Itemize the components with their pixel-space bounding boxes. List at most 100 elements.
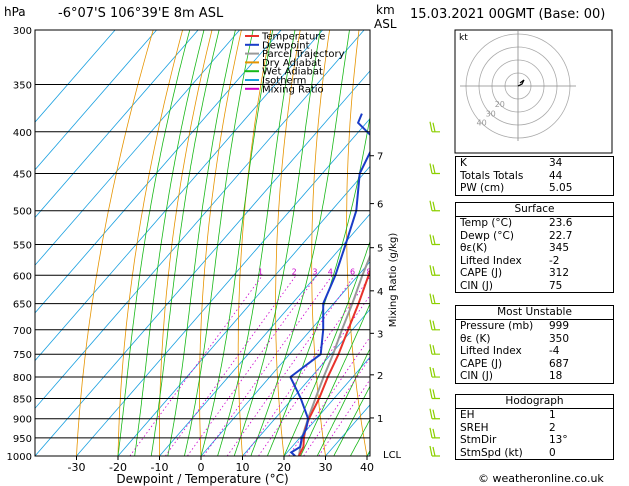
x-tick-label: 0 — [198, 461, 205, 474]
x-tick-label: -10 — [151, 461, 169, 474]
wind-barb — [429, 265, 440, 276]
mixing-ratio-label: 20 — [419, 267, 429, 276]
most-unstable-row: CAPE (J) 687 — [460, 357, 570, 370]
pressure-tick-label: 900 — [13, 415, 32, 426]
isotherm-line — [35, 30, 199, 219]
wet-adiabat-line — [134, 30, 205, 456]
mixing-ratio-line — [129, 275, 263, 456]
hodograph-frame — [454, 29, 613, 154]
index-row-k: K 34 — [460, 157, 563, 169]
copyright-text: © weatheronline.co.uk — [478, 472, 604, 485]
pressure-tick-label: 450 — [13, 169, 32, 180]
hodograph-ring-label: 20 — [495, 100, 505, 109]
isotherm-line — [200, 261, 370, 456]
wind-barb — [429, 445, 440, 457]
surface-title: Surface — [456, 203, 613, 217]
surface-row: CAPE (J) 312 — [460, 267, 570, 279]
wet-adiabat-line — [316, 347, 370, 456]
pressure-tick-label: 850 — [13, 394, 32, 405]
km-tick-label: 4 — [377, 287, 383, 298]
wind-barb — [429, 234, 440, 246]
pressure-tick-label: 700 — [13, 326, 32, 337]
x-tick-label: -20 — [109, 461, 127, 474]
legend-label: Isotherm — [262, 76, 306, 87]
wet-adiabat-line — [333, 385, 370, 456]
dry-adiabat-line — [117, 30, 183, 456]
wind-barb — [429, 293, 440, 305]
mixing-ratio-axis-title: Mixing Ratio (g/kg) — [388, 233, 399, 328]
dry-adiabat-line — [76, 30, 154, 456]
lcl-label: LCL — [383, 450, 402, 461]
hodograph-unit-label: kt — [459, 33, 468, 43]
hpa-axis-label: hPa — [4, 5, 26, 19]
index-row-totals: Totals Totals 44 — [460, 169, 563, 182]
surface-row: Lifted Index -2 — [460, 254, 560, 267]
pressure-tick-label: 1000 — [7, 452, 32, 463]
mixing-ratio-label: 2 — [292, 267, 297, 276]
hodograph-panel: Hodograph EH 1 SREH 2 StmDir 13° StmSpd (kt… — [455, 394, 614, 460]
km-tick-label: 6 — [377, 200, 383, 211]
mixing-ratio-label: 1 — [258, 267, 263, 276]
legend-label: Temperature — [261, 32, 325, 43]
pressure-tick-label: 500 — [13, 207, 32, 218]
legend-label: Mixing Ratio — [262, 84, 324, 95]
legend-label: Dewpoint — [262, 40, 310, 51]
x-axis-title: Dewpoint / Temperature (°C) — [116, 472, 288, 486]
mixing-ratio-label: 16 — [405, 267, 415, 276]
hodograph-row: StmDir 13° — [460, 434, 568, 446]
dry-adiabat-line — [159, 30, 213, 456]
isotherm-line — [242, 308, 370, 456]
wind-barb — [429, 344, 440, 355]
pressure-tick-label: 550 — [13, 240, 32, 251]
most-unstable-title: Most Unstable — [456, 306, 613, 320]
legend-label: Dry Adiabat — [262, 58, 321, 69]
isotherm-line — [35, 70, 370, 456]
surface-panel: Surface Temp (°C) 23.6 Dewp (°C) 22.7 θε(K… — [455, 202, 614, 293]
mixing-ratio-label: 6 — [350, 267, 355, 276]
hodograph-row: EH 1 — [460, 409, 556, 421]
x-tick-label: 30 — [319, 461, 333, 474]
x-tick-label: 10 — [236, 461, 250, 474]
pressure-tick-label: 400 — [13, 128, 32, 139]
mixing-ratio-label: 8 — [366, 267, 371, 276]
isotherm-line — [35, 30, 240, 266]
surface-row: Dewp (°C) 22.7 — [460, 229, 573, 242]
mixing-ratio-line — [318, 378, 370, 456]
km-tick-label: 5 — [377, 244, 383, 255]
most-unstable-row: CIN (J) 18 — [460, 370, 563, 382]
pressure-tick-label: 650 — [13, 300, 32, 311]
pressure-tick-label: 350 — [13, 81, 32, 92]
hodograph-table-title: Hodograph — [456, 395, 613, 409]
isotherm-line — [35, 30, 116, 123]
hodograph-ring-label: 30 — [486, 109, 496, 118]
x-tick-label: 40 — [360, 461, 374, 474]
hodograph-row: SREH 2 — [460, 421, 556, 434]
mixing-ratio-line — [226, 275, 355, 456]
mixing-ratio-label: 10 — [377, 267, 387, 276]
mixing-ratio-line — [187, 275, 318, 456]
isotherm-line — [76, 118, 370, 456]
wind-barb — [429, 366, 440, 378]
pressure-tick-label: 800 — [13, 373, 32, 384]
isotherm-line — [35, 30, 282, 314]
surface-row: θε(K) 345 — [460, 242, 570, 254]
wind-barb — [429, 388, 440, 400]
pressure-tick-label: 950 — [13, 434, 32, 445]
x-tick-label: 20 — [277, 461, 291, 474]
km-tick-label: 2 — [377, 371, 383, 382]
indices-panel: K 34 Totals Totals 44 PW (cm) 5.05 — [455, 156, 614, 196]
pressure-tick-label: 600 — [13, 271, 32, 282]
datetime-title: 15.03.2021 00GMT (Base: 00) — [410, 7, 606, 22]
surface-row: CIN (J) 75 — [460, 279, 563, 292]
most-unstable-row: Pressure (mb) 999 — [460, 320, 570, 332]
dry-adiabat-line — [624, 30, 629, 456]
wind-barb — [429, 200, 440, 212]
km-tick-label: 3 — [377, 329, 383, 340]
most-unstable-panel: Most Unstable Pressure (mb) 999 θε (K) 350… — [455, 305, 614, 384]
station-location: -6°07'S 106°39'E 8m ASL — [58, 6, 224, 21]
wet-adiabat-line — [300, 302, 370, 456]
hodograph-trace — [517, 79, 525, 87]
most-unstable-row: Lifted Index -4 — [460, 345, 560, 357]
